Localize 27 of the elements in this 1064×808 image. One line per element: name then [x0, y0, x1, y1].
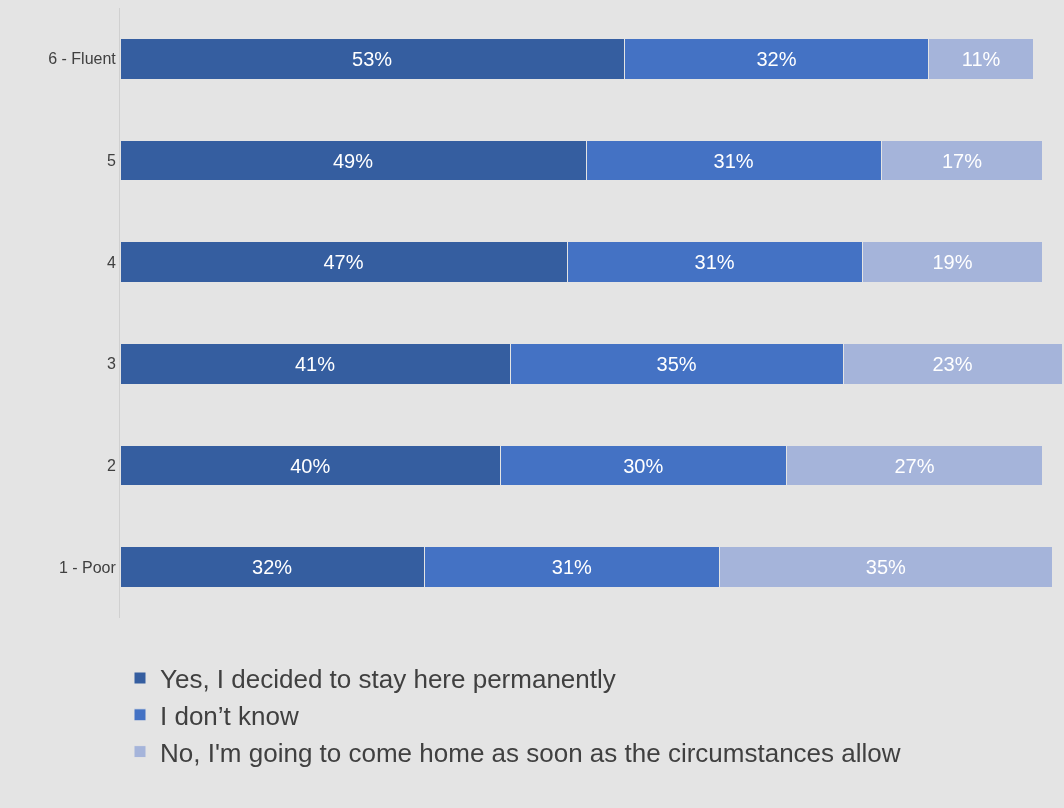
data-label: 17% [941, 149, 983, 172]
data-label: 31% [694, 251, 735, 274]
legend-label: No, I'm going to come home as soon as the circumstances allow [160, 737, 901, 768]
data-label: 27% [894, 454, 935, 477]
y-tick-label: 1 - Poor [58, 558, 117, 576]
data-label: 30% [623, 454, 664, 477]
y-tick-label: 3 [106, 355, 116, 373]
data-label: 23% [932, 352, 973, 375]
y-tick-label: 6 - Fluent [48, 50, 117, 68]
data-label: 47% [323, 251, 364, 274]
y-tick-label: 2 [106, 457, 116, 475]
data-label: 49% [333, 149, 374, 172]
legend-label: Yes, I decided to stay here permanently [160, 664, 616, 695]
data-label: 35% [656, 352, 697, 375]
y-tick-label: 5 [106, 152, 116, 170]
data-label: 35% [865, 556, 907, 579]
y-tick-label: 4 [106, 253, 116, 271]
data-label: 32% [756, 47, 797, 70]
data-label: 31% [713, 149, 754, 172]
data-label: 31% [551, 556, 593, 579]
data-label: 41% [294, 352, 336, 375]
data-label: 11% [961, 47, 1001, 70]
data-label: 40% [290, 454, 331, 477]
data-label: 32% [252, 556, 293, 579]
legend-label: I don’t know [160, 700, 299, 731]
data-label: 53% [352, 47, 393, 70]
data-label: 19% [932, 251, 973, 274]
